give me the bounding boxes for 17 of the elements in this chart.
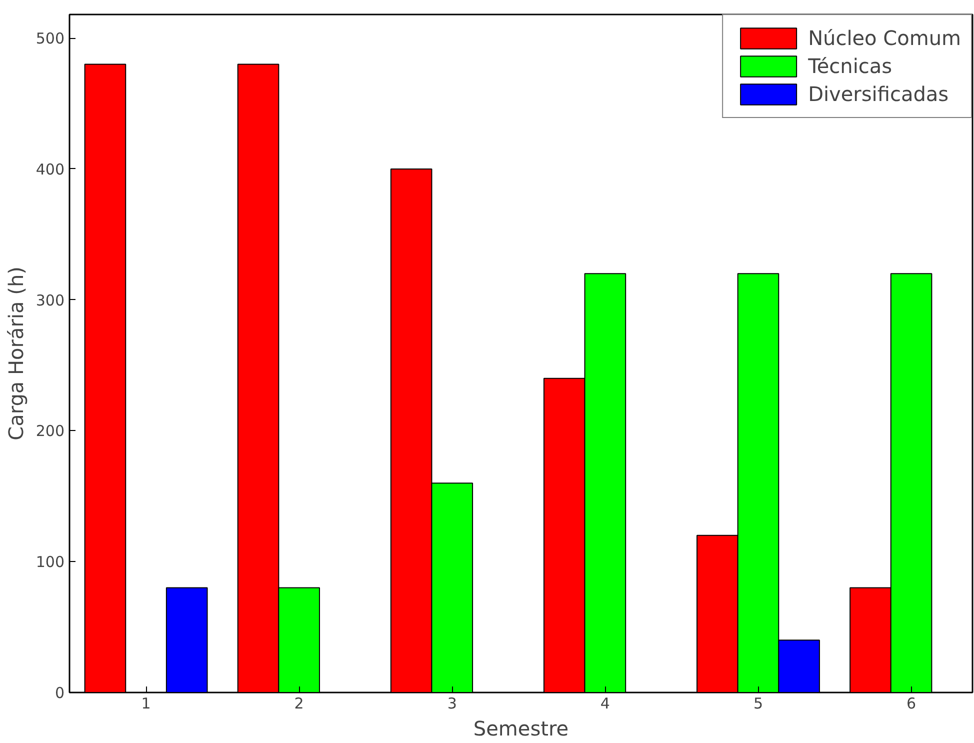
x-tick-label: 6 [906,694,916,712]
x-tick-label: 2 [294,694,304,712]
x-tick-label: 3 [447,694,457,712]
y-tick-label: 400 [36,160,65,178]
y-tick-label: 200 [36,422,65,440]
y-axis-title: Carga Horária (h) [4,266,28,440]
y-tick-label: 300 [36,291,65,310]
legend-label: Diversificadas [808,82,949,106]
y-tick-label: 100 [36,553,65,572]
x-tick-label: 4 [600,694,610,712]
x-axis-title: Semestre [473,716,569,740]
y-tick-label: 500 [36,30,65,48]
x-tick-label: 1 [141,694,151,712]
legend-label: Núcleo Comum [808,26,961,50]
y-tick-label: 0 [54,684,65,702]
legend-label: Técnicas [808,54,892,78]
x-tick-label: 5 [753,694,764,712]
